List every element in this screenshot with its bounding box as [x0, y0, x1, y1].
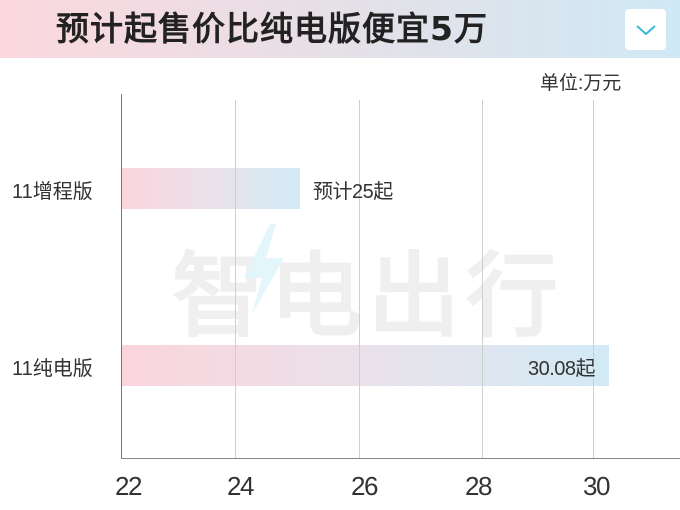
x-tick-label: 24 — [227, 471, 254, 501]
x-tick-label: 22 — [115, 471, 142, 501]
x-axis — [121, 458, 680, 459]
bar-11-erev — [122, 168, 300, 209]
gridline-28 — [482, 100, 483, 458]
chart-title: 预计起售价比纯电版便宜5万 — [56, 9, 488, 48]
gridline-24 — [235, 100, 236, 458]
chevron-down-icon — [635, 24, 656, 35]
watermark-text: 智电出行 — [172, 243, 565, 350]
x-tick-label: 26 — [351, 471, 378, 501]
value-label: 预计25起 — [313, 181, 393, 203]
gridline-26 — [359, 100, 360, 458]
gridline-30 — [593, 100, 594, 458]
header-banner: 预计起售价比纯电版便宜5万 — [0, 0, 680, 58]
category-label: 11纯电版 — [12, 358, 93, 380]
bar-11-ev — [122, 345, 609, 386]
dropdown-button[interactable] — [625, 9, 666, 50]
category-label: 11增程版 — [12, 181, 93, 203]
unit-label: 单位:万元 — [540, 73, 622, 94]
value-label: 30.08起 — [528, 358, 596, 380]
x-tick-label: 28 — [465, 471, 492, 501]
y-axis — [121, 94, 122, 458]
x-tick-label: 30 — [583, 471, 610, 501]
lightning-bolt-icon — [244, 224, 284, 314]
